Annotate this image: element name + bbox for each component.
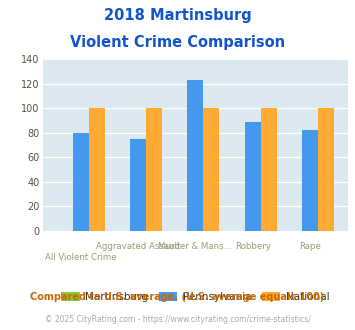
Text: Murder & Mans...: Murder & Mans... <box>158 242 232 251</box>
Bar <box>187 80 203 231</box>
Bar <box>245 122 261 231</box>
Bar <box>89 109 105 231</box>
Text: All Violent Crime: All Violent Crime <box>45 253 116 262</box>
Text: 2018 Martinsburg: 2018 Martinsburg <box>104 8 251 23</box>
Bar <box>203 109 219 231</box>
Bar <box>146 109 162 231</box>
Text: © 2025 CityRating.com - https://www.cityrating.com/crime-statistics/: © 2025 CityRating.com - https://www.city… <box>45 315 310 324</box>
Bar <box>302 130 318 231</box>
Legend: Martinsburg, Pennsylvania, National: Martinsburg, Pennsylvania, National <box>57 288 333 306</box>
Text: Aggravated Assault: Aggravated Assault <box>96 242 180 251</box>
Bar <box>130 139 146 231</box>
Text: Compared to U.S. average. (U.S. average equals 100): Compared to U.S. average. (U.S. average … <box>31 292 324 302</box>
Bar <box>72 133 89 231</box>
Text: Robbery: Robbery <box>235 242 271 251</box>
Bar <box>261 109 277 231</box>
Text: Rape: Rape <box>299 242 321 251</box>
Bar <box>318 109 334 231</box>
Text: Violent Crime Comparison: Violent Crime Comparison <box>70 35 285 50</box>
